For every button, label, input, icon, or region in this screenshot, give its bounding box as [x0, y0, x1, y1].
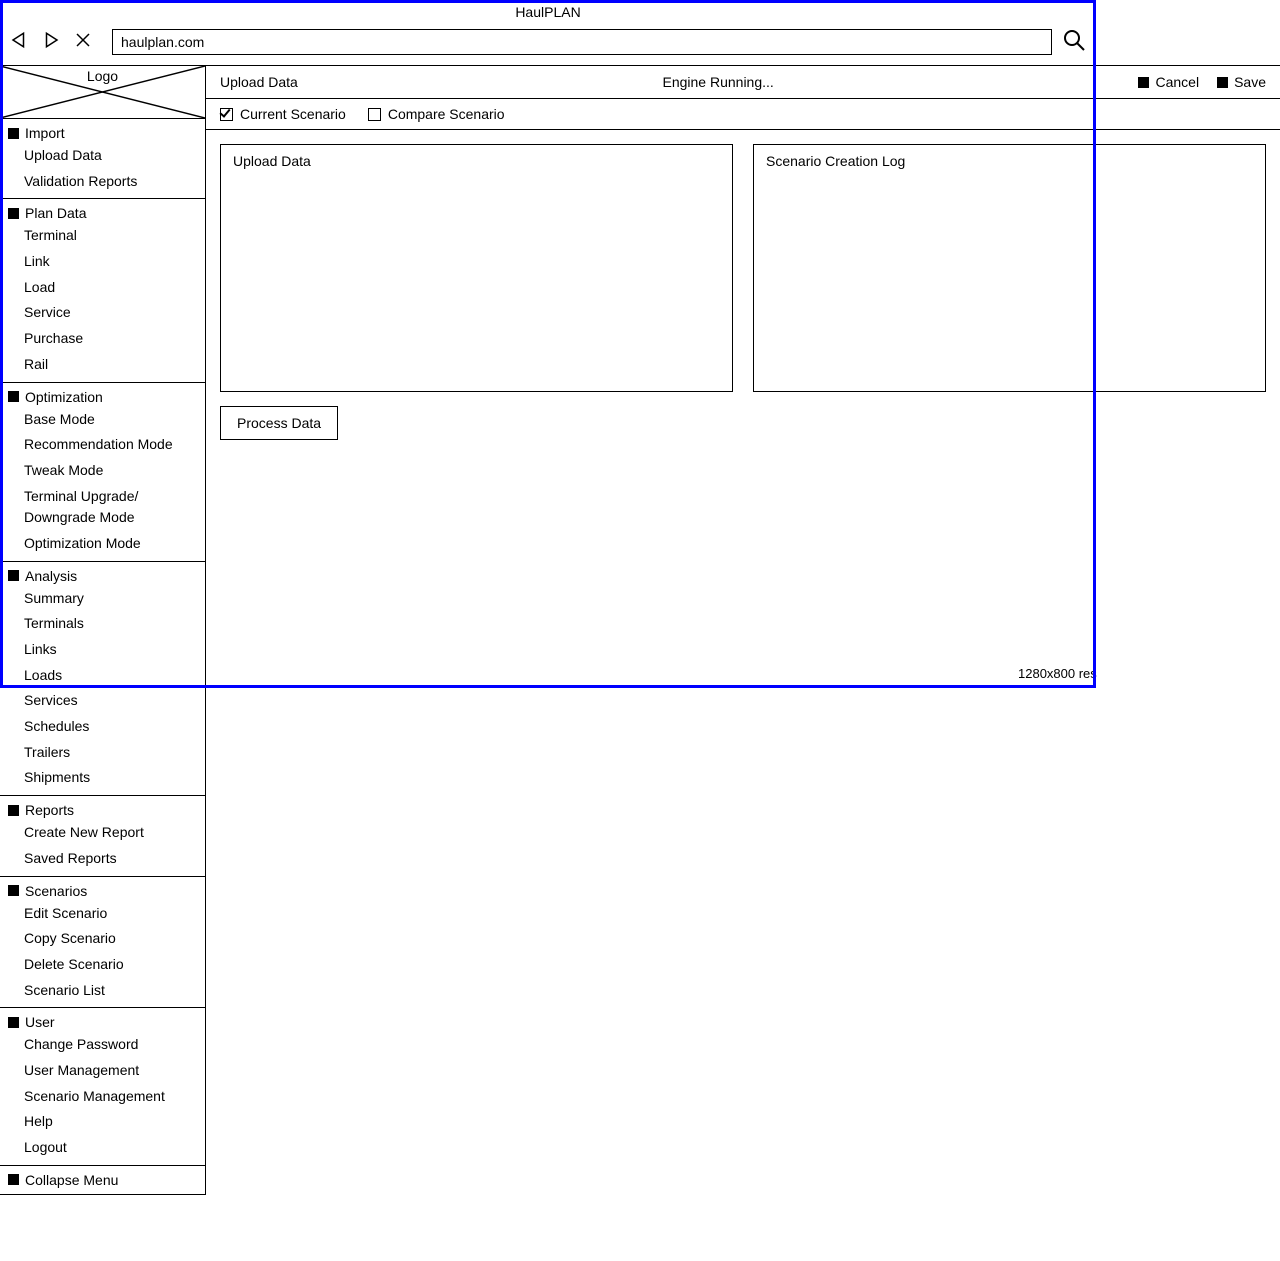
- sidebar-section-optimization[interactable]: Optimization: [0, 387, 205, 407]
- sidebar-item-rail[interactable]: Rail: [0, 352, 205, 378]
- sidebar-item-summary[interactable]: Summary: [0, 586, 205, 612]
- process-data-button[interactable]: Process Data: [220, 406, 338, 440]
- sidebar-item-tweak-mode[interactable]: Tweak Mode: [0, 458, 205, 484]
- sidebar-item-loads[interactable]: Loads: [0, 663, 205, 689]
- sidebar-section-plan-data[interactable]: Plan Data: [0, 203, 205, 223]
- search-icon[interactable]: [1062, 28, 1086, 55]
- sidebar-item-help[interactable]: Help: [0, 1109, 205, 1135]
- log-panel-title: Scenario Creation Log: [766, 153, 1253, 169]
- forward-icon[interactable]: [42, 31, 60, 52]
- sidebar-section-label: Plan Data: [25, 205, 86, 221]
- sidebar-item-copy-scenario[interactable]: Copy Scenario: [0, 926, 205, 952]
- sidebar-section-label: Optimization: [25, 389, 103, 405]
- square-icon: [8, 208, 19, 219]
- sidebar-item-services[interactable]: Services: [0, 688, 205, 714]
- sidebar-section-reports[interactable]: Reports: [0, 800, 205, 820]
- sidebar-item-schedules[interactable]: Schedules: [0, 714, 205, 740]
- sidebar-item-link[interactable]: Link: [0, 249, 205, 275]
- sidebar-item-recommendation-mode[interactable]: Recommendation Mode: [0, 432, 205, 458]
- logo-label: Logo: [0, 66, 205, 84]
- square-icon: [8, 1017, 19, 1028]
- square-icon: [1138, 77, 1149, 88]
- sidebar-item-user-management[interactable]: User Management: [0, 1058, 205, 1084]
- sidebar-section-collapse-menu[interactable]: Collapse Menu: [0, 1170, 205, 1190]
- sidebar: Logo Import Upload DataValidation Reports…: [0, 65, 206, 1195]
- window-title: HaulPLAN: [0, 0, 1096, 24]
- sidebar-item-terminal[interactable]: Terminal: [0, 223, 205, 249]
- sidebar-item-delete-scenario[interactable]: Delete Scenario: [0, 952, 205, 978]
- main-content: Upload Data Engine Running... Cancel Sav…: [206, 65, 1280, 440]
- sidebar-item-logout[interactable]: Logout: [0, 1135, 205, 1161]
- sidebar-item-terminals[interactable]: Terminals: [0, 611, 205, 637]
- sidebar-item-terminal-upgrade-downgrade-mode[interactable]: Terminal Upgrade/ Downgrade Mode: [0, 484, 205, 531]
- sidebar-item-validation-reports[interactable]: Validation Reports: [0, 169, 205, 195]
- sidebar-section-label: Import: [25, 125, 65, 141]
- upload-data-panel: Upload Data: [220, 144, 733, 392]
- scenario-option-bar: Current Scenario Compare Scenario: [206, 99, 1280, 130]
- browser-toolbar: [0, 24, 1096, 65]
- square-icon: [8, 1174, 19, 1185]
- compare-scenario-checkbox[interactable]: Compare Scenario: [368, 106, 505, 122]
- page-title: Upload Data: [220, 74, 298, 90]
- current-scenario-checkbox[interactable]: Current Scenario: [220, 106, 346, 122]
- checkbox-icon: [220, 108, 233, 121]
- square-icon: [8, 570, 19, 581]
- compare-scenario-label: Compare Scenario: [388, 106, 505, 122]
- sidebar-item-base-mode[interactable]: Base Mode: [0, 407, 205, 433]
- page-header: Upload Data Engine Running... Cancel Sav…: [206, 65, 1280, 99]
- sidebar-item-purchase[interactable]: Purchase: [0, 326, 205, 352]
- sidebar-section-import[interactable]: Import: [0, 123, 205, 143]
- sidebar-item-scenario-list[interactable]: Scenario List: [0, 978, 205, 1004]
- cancel-button[interactable]: Cancel: [1138, 74, 1199, 90]
- square-icon: [8, 391, 19, 402]
- address-bar-input[interactable]: [112, 29, 1052, 55]
- close-icon[interactable]: [74, 31, 92, 52]
- sidebar-section-user[interactable]: User: [0, 1012, 205, 1032]
- sidebar-item-load[interactable]: Load: [0, 275, 205, 301]
- square-icon: [8, 805, 19, 816]
- cancel-label: Cancel: [1155, 74, 1199, 90]
- scenario-log-panel: Scenario Creation Log: [753, 144, 1266, 392]
- upload-panel-title: Upload Data: [233, 153, 720, 169]
- sidebar-item-create-new-report[interactable]: Create New Report: [0, 820, 205, 846]
- logo-placeholder: Logo: [0, 65, 205, 119]
- sidebar-item-change-password[interactable]: Change Password: [0, 1032, 205, 1058]
- sidebar-section-label: Scenarios: [25, 883, 87, 899]
- resolution-label: 1280x800 res: [1018, 666, 1097, 681]
- engine-status: Engine Running...: [298, 74, 1139, 90]
- sidebar-item-service[interactable]: Service: [0, 300, 205, 326]
- square-icon: [1217, 77, 1228, 88]
- sidebar-section-analysis[interactable]: Analysis: [0, 566, 205, 586]
- sidebar-section-label: Reports: [25, 802, 74, 818]
- browser-chrome: HaulPLAN: [0, 0, 1096, 65]
- square-icon: [8, 128, 19, 139]
- sidebar-section-label: User: [25, 1014, 55, 1030]
- sidebar-item-upload-data[interactable]: Upload Data: [0, 143, 205, 169]
- sidebar-item-shipments[interactable]: Shipments: [0, 765, 205, 791]
- sidebar-item-scenario-management[interactable]: Scenario Management: [0, 1084, 205, 1110]
- current-scenario-label: Current Scenario: [240, 106, 346, 122]
- sidebar-item-optimization-mode[interactable]: Optimization Mode: [0, 531, 205, 557]
- back-icon[interactable]: [10, 31, 28, 52]
- checkbox-icon: [368, 108, 381, 121]
- save-label: Save: [1234, 74, 1266, 90]
- sidebar-section-label: Analysis: [25, 568, 77, 584]
- sidebar-section-scenarios[interactable]: Scenarios: [0, 881, 205, 901]
- sidebar-item-trailers[interactable]: Trailers: [0, 740, 205, 766]
- sidebar-section-label: Collapse Menu: [25, 1172, 118, 1188]
- sidebar-item-saved-reports[interactable]: Saved Reports: [0, 846, 205, 872]
- sidebar-item-links[interactable]: Links: [0, 637, 205, 663]
- save-button[interactable]: Save: [1217, 74, 1266, 90]
- sidebar-item-edit-scenario[interactable]: Edit Scenario: [0, 901, 205, 927]
- square-icon: [8, 885, 19, 896]
